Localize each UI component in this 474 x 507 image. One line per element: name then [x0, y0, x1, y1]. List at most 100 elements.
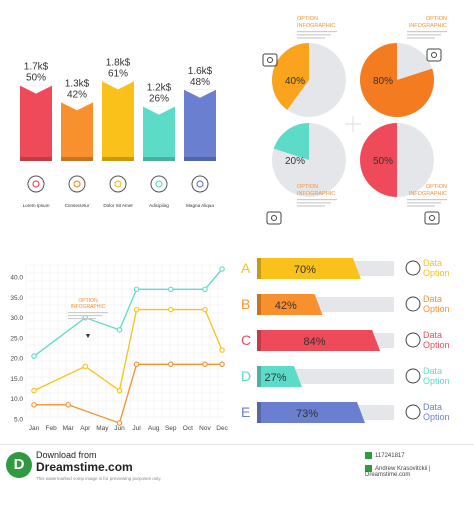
- dreamstime-logo-icon: D: [6, 452, 32, 478]
- x-tick-label: Jan: [29, 425, 40, 432]
- bar-notch: [184, 89, 216, 98]
- x-tick-label: Aug: [148, 425, 160, 432]
- vertical-bar-chart: 1.7k$50% Lorem Ipsum 1.3k$42% Consectetur 1.…: [20, 57, 216, 208]
- series-point: [133, 306, 140, 313]
- icon-frame: [262, 53, 278, 67]
- money-bill-icon: [424, 211, 440, 225]
- annotation-label: OPTION: [78, 298, 98, 304]
- annotation-label: INFOGRAPHIC: [71, 304, 106, 310]
- x-tick-label: Jun: [114, 425, 125, 432]
- author-row: Andrew Krasovitckii | Dreamstime.com: [365, 465, 474, 478]
- x-tick-label: Sep: [165, 425, 177, 432]
- annotation-marker: ▼: [85, 333, 92, 340]
- stock-footer: D Download from Dreamstime.com This wate…: [0, 444, 474, 507]
- hand-card-icon: [262, 53, 278, 67]
- pie-slice: [360, 123, 397, 197]
- y-tick-label: 25.0: [10, 335, 23, 342]
- x-tick-label: Apr: [80, 425, 91, 432]
- bar-percent-label: 42%: [67, 89, 87, 100]
- author-square-icon: [365, 465, 372, 472]
- placeholder-text-line: [297, 199, 337, 201]
- bar: [61, 102, 93, 157]
- hbar-value-label: 84%: [304, 336, 326, 348]
- placeholder-text-line: [68, 318, 96, 320]
- bar-value-label: 1.7k$: [24, 62, 49, 73]
- icon-frame: [426, 48, 442, 62]
- category-label: Adicipiing: [149, 203, 169, 208]
- hbar-value-label: 70%: [294, 264, 316, 276]
- bar-base: [102, 157, 134, 161]
- y-tick-label: 20.0: [10, 356, 23, 363]
- pie-chart-icon: [405, 296, 421, 312]
- horizontal-bar-chart-panel: A 70% Data Option B 42% Data Option C 84% Data Opti…: [237, 245, 474, 445]
- pie-charts: 40% 80%20% 50%OPTIONINFOGRAPHICOPTIONINFOG…: [262, 16, 447, 225]
- icon-ring: [109, 175, 127, 193]
- pie-charts-panel: 40% 80% 20% 50% OPTION INFOGRAPHIC OPTION INFOG…: [237, 0, 474, 245]
- icon-ring: [405, 332, 421, 348]
- pie-slice: [273, 123, 309, 160]
- id-square-icon: [365, 452, 372, 459]
- hbar-cap: [257, 366, 261, 387]
- dollar-euro-exchange-icon: [266, 211, 282, 225]
- icon-frame: [424, 211, 440, 225]
- pie-percent-label: 80%: [373, 76, 393, 87]
- category-label: Magna Aliqua: [186, 203, 214, 208]
- series-point: [168, 306, 174, 313]
- icon-frame: [266, 211, 282, 225]
- row-letter: E: [241, 404, 250, 420]
- icon-ring: [405, 404, 421, 420]
- option-label: OPTION: [297, 184, 318, 190]
- icon-accent: [73, 180, 81, 188]
- icon-detail: [431, 52, 437, 58]
- hbar: [257, 402, 366, 423]
- bar-notch: [102, 81, 134, 90]
- row-letter: D: [241, 368, 251, 384]
- y-tick-label: 40.0: [10, 275, 23, 282]
- placeholder-text-line: [407, 37, 435, 39]
- icon-ring: [68, 175, 86, 193]
- x-tick-label: Oct: [183, 425, 193, 432]
- option-label: OPTION: [426, 184, 447, 190]
- placeholder-text-line: [297, 34, 331, 36]
- head-gears-icon: [405, 260, 421, 276]
- y-tick-label: 10.0: [10, 396, 23, 403]
- pie-slice: [360, 43, 434, 117]
- brand-name[interactable]: Dreamstime.com: [36, 460, 133, 474]
- option-label: INFOGRAPHIC: [409, 191, 447, 197]
- icon-ring: [405, 260, 421, 276]
- series-point: [116, 420, 123, 426]
- hbar-cap: [257, 330, 261, 351]
- line-chart-panel: 5.0 10.0 15.0 20.0 25.0 30.0 35.0 40.0 Jan Feb Mar…: [0, 245, 237, 445]
- author-name: Andrew Krasovitckii | Dreamstime.com: [365, 466, 431, 479]
- series-point: [82, 363, 89, 370]
- hbar: [257, 330, 381, 351]
- placeholder-text-line: [407, 205, 435, 207]
- icon-ring: [191, 175, 209, 193]
- bar-notch: [61, 102, 93, 111]
- pie-percent-label: 50%: [373, 156, 393, 167]
- trend-arrow-icon: [405, 332, 421, 348]
- pie-percent-label: 40%: [285, 76, 305, 87]
- series-point: [133, 286, 140, 293]
- icon-ring: [150, 175, 168, 193]
- download-text: Download from: [36, 450, 97, 460]
- x-tick-label: May: [96, 425, 109, 432]
- icon-ring: [405, 296, 421, 312]
- bar-base: [184, 157, 216, 161]
- placeholder-text-line: [68, 312, 108, 314]
- x-tick-label: Jul: [132, 425, 141, 432]
- placeholder-text-line: [297, 37, 325, 39]
- pie-slice: [272, 43, 309, 110]
- option-label-line2: Option: [423, 376, 450, 386]
- option-label-line2: Option: [423, 412, 450, 422]
- bar-value-label: 1.3k$: [65, 78, 90, 89]
- hbar-cap: [257, 294, 261, 315]
- x-tick-label: Dec: [216, 425, 228, 432]
- category-label: Dolor Sit Amet: [103, 203, 133, 208]
- y-tick-label: 5.0: [14, 417, 23, 424]
- option-label-line1: Data: [423, 258, 442, 268]
- series-point: [82, 314, 89, 321]
- series-point: [219, 266, 225, 272]
- bar: [184, 89, 216, 157]
- hbar: [257, 294, 323, 315]
